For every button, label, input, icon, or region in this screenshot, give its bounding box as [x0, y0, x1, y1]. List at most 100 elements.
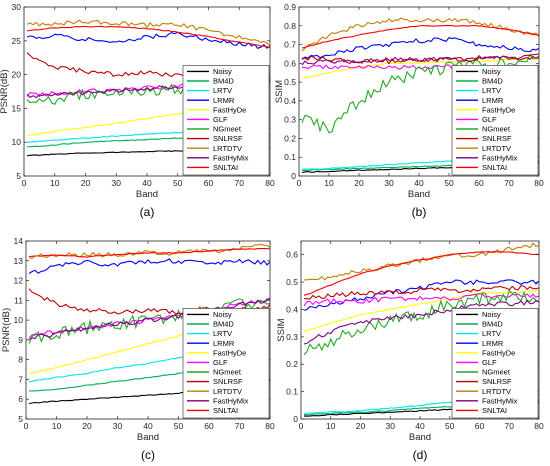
series-line: [303, 289, 539, 333]
legend: NoisyBM4DLRTVLRMRFastHyDeGLFNGmeetSNLRSF…: [451, 308, 539, 419]
legend-box: [182, 65, 270, 176]
legend-entry: LRTV: [482, 329, 501, 338]
legend-entry: NGmeet: [482, 125, 511, 134]
legend-entry: FastHyMix: [482, 153, 518, 162]
x-tick-label: 20: [82, 421, 92, 431]
x-tick-label: 80: [265, 421, 275, 431]
x-tick-label: 50: [445, 421, 455, 431]
panel-label: (a): [140, 205, 155, 219]
y-tick-label: 5: [16, 171, 21, 181]
legend-entry: Noisy: [213, 310, 232, 319]
y-axis-label: PSNR(dB): [1, 308, 12, 352]
x-tick-label: 60: [474, 178, 484, 188]
x-tick-label: 70: [504, 178, 514, 188]
x-tick-label: 70: [235, 178, 245, 188]
series-line: [301, 17, 539, 52]
legend-box: [182, 308, 270, 419]
x-tick-label: 70: [505, 421, 515, 431]
y-tick-label: 8: [18, 355, 23, 365]
legend: NoisyBM4DLRTVLRMRFastHyDeGLFNGmeetSNLRSF…: [182, 65, 270, 176]
legend-entry: SNLRSF: [213, 377, 243, 386]
legend-entry: FastHyMix: [213, 153, 249, 162]
x-tick-label: 20: [356, 421, 366, 431]
series-line: [301, 53, 539, 134]
x-tick-label: 30: [112, 178, 122, 188]
y-tick-label: 30: [12, 2, 22, 12]
chart-panel: 0 10 20 30 40 50 60 70 80 5 10 15 20 25 30 Band PSNR(dB)…: [0, 2, 275, 219]
x-tick-label: 30: [113, 421, 123, 431]
y-tick-label: 10: [14, 315, 24, 325]
x-tick-label: 10: [50, 178, 60, 188]
series-line: [303, 299, 539, 345]
x-tick-label: 40: [143, 421, 153, 431]
x-tick-label: 30: [386, 421, 396, 431]
legend-entry: FastHyMix: [213, 396, 249, 405]
x-tick-label: 60: [204, 421, 214, 431]
x-tick-label: 70: [235, 421, 245, 431]
y-tick-label: 0.1: [286, 387, 298, 397]
x-tick-label: 0: [22, 178, 27, 188]
x-tick-label: 40: [414, 178, 424, 188]
y-tick-label: 0.2: [286, 359, 298, 369]
y-tick-label: 0.5: [284, 77, 296, 87]
legend: NoisyBM4DLRTVLRMRFastHyDeGLFNGmeetSNLRSF…: [451, 65, 539, 176]
series-line: [303, 284, 539, 300]
legend-entry: SNLRSF: [213, 134, 243, 143]
y-tick-label: 0.6: [286, 250, 298, 260]
x-tick-label: 50: [173, 178, 183, 188]
series-line: [301, 24, 539, 49]
legend-entry: SNLTAI: [482, 163, 507, 172]
legend-entry: BM4D: [213, 77, 234, 86]
x-tick-label: 20: [81, 178, 91, 188]
legend-entry: LRTDTV: [482, 144, 511, 153]
legend-entry: Noisy: [482, 67, 501, 76]
legend-entry: Noisy: [482, 310, 501, 319]
x-tick-label: 60: [475, 421, 485, 431]
y-tick-label: 15: [12, 103, 22, 113]
y-axis-label: SSIM: [276, 318, 287, 341]
legend-entry: SNLRSF: [482, 134, 512, 143]
x-tick-label: 40: [415, 421, 425, 431]
y-tick-label: 0.7: [284, 40, 296, 50]
legend-entry: GLF: [482, 115, 497, 124]
y-tick-label: 0.5: [286, 277, 298, 287]
panel-label: (d): [413, 448, 428, 462]
y-tick-label: 0.2: [284, 133, 296, 143]
x-tick-label: 60: [204, 178, 214, 188]
legend-entry: SNLRSF: [482, 377, 512, 386]
legend-entry: BM4D: [213, 320, 234, 329]
x-axis-label: Band: [136, 189, 158, 200]
series-line: [303, 293, 539, 307]
y-tick-label: 0.6: [284, 58, 296, 68]
legend-entry: NGmeet: [213, 125, 242, 134]
legend-entry: LRMR: [213, 96, 235, 105]
legend-entry: BM4D: [482, 320, 503, 329]
x-axis-label: Band: [408, 189, 430, 200]
y-tick-label: 0.4: [284, 96, 296, 106]
x-tick-label: 50: [174, 421, 184, 431]
y-tick-label: 0: [291, 171, 296, 181]
panel-label: (c): [141, 448, 155, 462]
y-tick-label: 12: [14, 276, 24, 286]
legend-entry: GLF: [482, 358, 497, 367]
x-tick-label: 10: [324, 178, 334, 188]
legend-box: [451, 308, 539, 419]
legend-entry: GLF: [213, 358, 228, 367]
x-tick-label: 30: [384, 178, 394, 188]
chart-panel: 0 10 20 30 40 50 60 70 80 5 6 7 8 9 10 11 12 13 14 Band PSNR…: [1, 236, 275, 462]
legend-entry: LRTV: [482, 86, 501, 95]
legend-entry: LRMR: [213, 339, 235, 348]
y-tick-label: 10: [12, 137, 22, 147]
legend-entry: Noisy: [213, 67, 232, 76]
legend-entry: LRTDTV: [482, 387, 511, 396]
series-line: [303, 289, 539, 356]
legend-entry: FastHyDe: [213, 348, 246, 357]
chart-panel: 0 10 20 30 40 50 60 70 80 0 0.1 0.2 0.3 0.4 0.5 0.6 Band…: [276, 240, 544, 462]
y-tick-label: 0.3: [284, 115, 296, 125]
chart-panel: 0 10 20 30 40 50 60 70 80 0 0.1 0.2 0.3 0.4 0.5 0.6 0.7 0…: [274, 2, 544, 219]
y-tick-label: 0.3: [286, 332, 298, 342]
y-tick-label: 11: [14, 295, 23, 305]
legend-entry: SNLTAI: [213, 163, 238, 172]
legend: NoisyBM4DLRTVLRMRFastHyDeGLFNGmeetSNLRSF…: [182, 308, 270, 419]
